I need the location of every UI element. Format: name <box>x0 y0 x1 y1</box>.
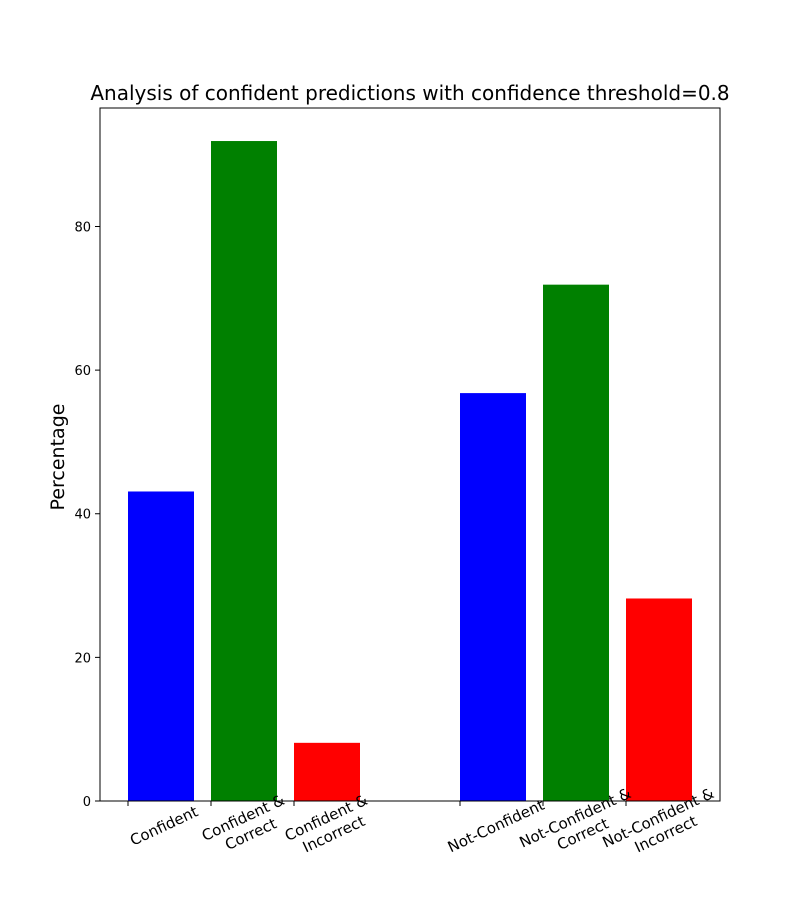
bar-0 <box>128 491 194 801</box>
bar-2 <box>294 742 360 801</box>
axes-frame <box>99 107 721 802</box>
chart-title: Analysis of confident predictions with c… <box>90 81 729 105</box>
y-tick-label-2: 40 <box>74 508 91 523</box>
y-tick-label-0: 0 <box>83 795 91 810</box>
y-tick-label-3: 60 <box>74 364 91 379</box>
bar-5 <box>626 598 692 801</box>
y-tick-label-1: 20 <box>74 651 91 666</box>
bar-3 <box>460 393 526 801</box>
y-tick-label-4: 80 <box>74 220 91 235</box>
bar-4 <box>543 284 609 801</box>
x-tick-label-line: Confident <box>127 802 201 849</box>
bar-1 <box>211 141 277 802</box>
y-axis-label: Percentage <box>47 404 69 511</box>
x-tick-label-0: Confident <box>127 802 201 849</box>
